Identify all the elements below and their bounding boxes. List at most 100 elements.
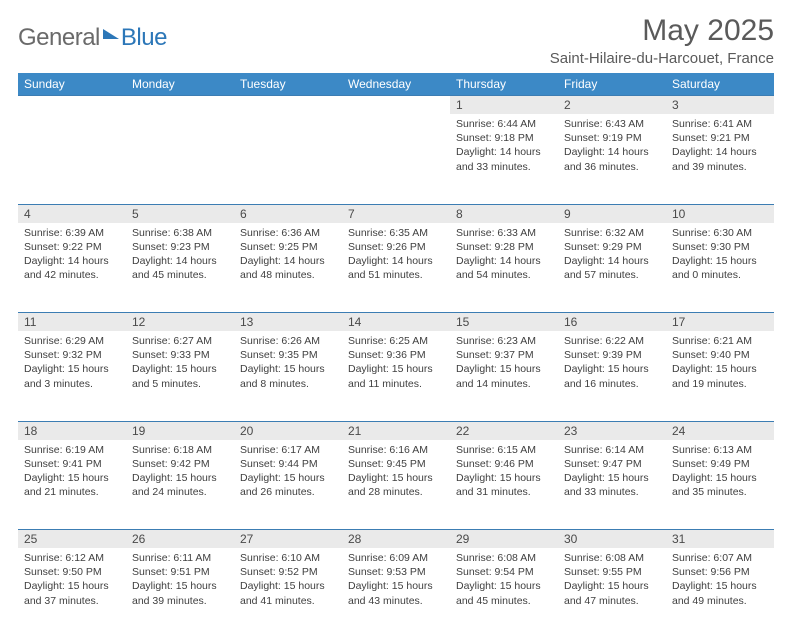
sunset-line: Sunset: 9:51 PM — [132, 565, 228, 579]
daylight-line: Daylight: 15 hours and 8 minutes. — [240, 362, 336, 390]
day-content-cell: Sunrise: 6:38 AMSunset: 9:23 PMDaylight:… — [126, 223, 234, 313]
weekday-header: Wednesday — [342, 73, 450, 96]
day-number-cell: 31 — [666, 530, 774, 549]
day-number-cell: 23 — [558, 421, 666, 440]
day-number-cell: 10 — [666, 204, 774, 223]
day-content-cell: Sunrise: 6:13 AMSunset: 9:49 PMDaylight:… — [666, 440, 774, 530]
sunrise-line: Sunrise: 6:23 AM — [456, 334, 552, 348]
day-content-cell: Sunrise: 6:10 AMSunset: 9:52 PMDaylight:… — [234, 548, 342, 638]
sunset-line: Sunset: 9:23 PM — [132, 240, 228, 254]
sunset-line: Sunset: 9:29 PM — [564, 240, 660, 254]
daylight-line: Daylight: 15 hours and 28 minutes. — [348, 471, 444, 499]
day-number-cell: 30 — [558, 530, 666, 549]
day-number-row: 11121314151617 — [18, 313, 774, 332]
day-number-cell: 19 — [126, 421, 234, 440]
location: Saint-Hilaire-du-Harcouet, France — [550, 50, 774, 67]
sunset-line: Sunset: 9:42 PM — [132, 457, 228, 471]
day-number-cell: 2 — [558, 96, 666, 115]
daylight-line: Daylight: 15 hours and 47 minutes. — [564, 579, 660, 607]
sunset-line: Sunset: 9:49 PM — [672, 457, 768, 471]
logo-text-general: General — [18, 24, 100, 52]
day-number-cell: 8 — [450, 204, 558, 223]
day-number-cell: 18 — [18, 421, 126, 440]
day-content-cell: Sunrise: 6:29 AMSunset: 9:32 PMDaylight:… — [18, 331, 126, 421]
daylight-line: Daylight: 14 hours and 54 minutes. — [456, 254, 552, 282]
day-number-cell: 11 — [18, 313, 126, 332]
day-content-cell — [342, 114, 450, 204]
logo-triangle-icon — [103, 29, 119, 39]
sunrise-line: Sunrise: 6:18 AM — [132, 443, 228, 457]
sunrise-line: Sunrise: 6:29 AM — [24, 334, 120, 348]
day-content-cell: Sunrise: 6:17 AMSunset: 9:44 PMDaylight:… — [234, 440, 342, 530]
month-title: May 2025 — [550, 14, 774, 48]
sunrise-line: Sunrise: 6:25 AM — [348, 334, 444, 348]
calendar-body: 123Sunrise: 6:44 AMSunset: 9:18 PMDaylig… — [18, 96, 774, 638]
sunrise-line: Sunrise: 6:27 AM — [132, 334, 228, 348]
daylight-line: Daylight: 15 hours and 39 minutes. — [132, 579, 228, 607]
daylight-line: Daylight: 15 hours and 33 minutes. — [564, 471, 660, 499]
weekday-header: Sunday — [18, 73, 126, 96]
sunrise-line: Sunrise: 6:38 AM — [132, 226, 228, 240]
daylight-line: Daylight: 14 hours and 39 minutes. — [672, 145, 768, 173]
daylight-line: Daylight: 15 hours and 37 minutes. — [24, 579, 120, 607]
day-content-cell: Sunrise: 6:35 AMSunset: 9:26 PMDaylight:… — [342, 223, 450, 313]
sunrise-line: Sunrise: 6:36 AM — [240, 226, 336, 240]
day-content-cell: Sunrise: 6:41 AMSunset: 9:21 PMDaylight:… — [666, 114, 774, 204]
day-number-cell: 7 — [342, 204, 450, 223]
sunset-line: Sunset: 9:39 PM — [564, 348, 660, 362]
day-content-cell: Sunrise: 6:15 AMSunset: 9:46 PMDaylight:… — [450, 440, 558, 530]
daylight-line: Daylight: 14 hours and 36 minutes. — [564, 145, 660, 173]
sunset-line: Sunset: 9:53 PM — [348, 565, 444, 579]
day-content-cell: Sunrise: 6:39 AMSunset: 9:22 PMDaylight:… — [18, 223, 126, 313]
sunrise-line: Sunrise: 6:19 AM — [24, 443, 120, 457]
weekday-header: Tuesday — [234, 73, 342, 96]
sunrise-line: Sunrise: 6:21 AM — [672, 334, 768, 348]
day-content-cell: Sunrise: 6:21 AMSunset: 9:40 PMDaylight:… — [666, 331, 774, 421]
day-content-cell — [126, 114, 234, 204]
sunset-line: Sunset: 9:55 PM — [564, 565, 660, 579]
sunset-line: Sunset: 9:40 PM — [672, 348, 768, 362]
sunrise-line: Sunrise: 6:12 AM — [24, 551, 120, 565]
day-number-cell: 13 — [234, 313, 342, 332]
day-content-cell: Sunrise: 6:27 AMSunset: 9:33 PMDaylight:… — [126, 331, 234, 421]
sunrise-line: Sunrise: 6:35 AM — [348, 226, 444, 240]
day-content-cell: Sunrise: 6:33 AMSunset: 9:28 PMDaylight:… — [450, 223, 558, 313]
day-content-cell: Sunrise: 6:36 AMSunset: 9:25 PMDaylight:… — [234, 223, 342, 313]
day-number-cell: 12 — [126, 313, 234, 332]
day-number-cell: 16 — [558, 313, 666, 332]
sunrise-line: Sunrise: 6:30 AM — [672, 226, 768, 240]
sunset-line: Sunset: 9:28 PM — [456, 240, 552, 254]
daylight-line: Daylight: 15 hours and 45 minutes. — [456, 579, 552, 607]
daylight-line: Daylight: 14 hours and 42 minutes. — [24, 254, 120, 282]
weekday-header: Thursday — [450, 73, 558, 96]
day-number-cell: 29 — [450, 530, 558, 549]
day-number-cell: 3 — [666, 96, 774, 115]
sunrise-line: Sunrise: 6:08 AM — [456, 551, 552, 565]
sunrise-line: Sunrise: 6:33 AM — [456, 226, 552, 240]
daylight-line: Daylight: 15 hours and 35 minutes. — [672, 471, 768, 499]
daylight-line: Daylight: 15 hours and 26 minutes. — [240, 471, 336, 499]
sunset-line: Sunset: 9:52 PM — [240, 565, 336, 579]
sunrise-line: Sunrise: 6:10 AM — [240, 551, 336, 565]
sunrise-line: Sunrise: 6:11 AM — [132, 551, 228, 565]
day-number-cell: 14 — [342, 313, 450, 332]
day-number-cell: 6 — [234, 204, 342, 223]
day-content-cell: Sunrise: 6:08 AMSunset: 9:55 PMDaylight:… — [558, 548, 666, 638]
day-content-row: Sunrise: 6:29 AMSunset: 9:32 PMDaylight:… — [18, 331, 774, 421]
sunset-line: Sunset: 9:18 PM — [456, 131, 552, 145]
sunset-line: Sunset: 9:30 PM — [672, 240, 768, 254]
header: General Blue May 2025 Saint-Hilaire-du-H… — [18, 14, 774, 67]
daylight-line: Daylight: 14 hours and 57 minutes. — [564, 254, 660, 282]
day-number-row: 45678910 — [18, 204, 774, 223]
day-content-cell: Sunrise: 6:09 AMSunset: 9:53 PMDaylight:… — [342, 548, 450, 638]
day-content-cell: Sunrise: 6:07 AMSunset: 9:56 PMDaylight:… — [666, 548, 774, 638]
sunset-line: Sunset: 9:47 PM — [564, 457, 660, 471]
day-number-cell — [342, 96, 450, 115]
sunset-line: Sunset: 9:56 PM — [672, 565, 768, 579]
day-content-cell: Sunrise: 6:26 AMSunset: 9:35 PMDaylight:… — [234, 331, 342, 421]
sunset-line: Sunset: 9:46 PM — [456, 457, 552, 471]
sunset-line: Sunset: 9:21 PM — [672, 131, 768, 145]
daylight-line: Daylight: 14 hours and 48 minutes. — [240, 254, 336, 282]
daylight-line: Daylight: 15 hours and 11 minutes. — [348, 362, 444, 390]
day-content-row: Sunrise: 6:19 AMSunset: 9:41 PMDaylight:… — [18, 440, 774, 530]
